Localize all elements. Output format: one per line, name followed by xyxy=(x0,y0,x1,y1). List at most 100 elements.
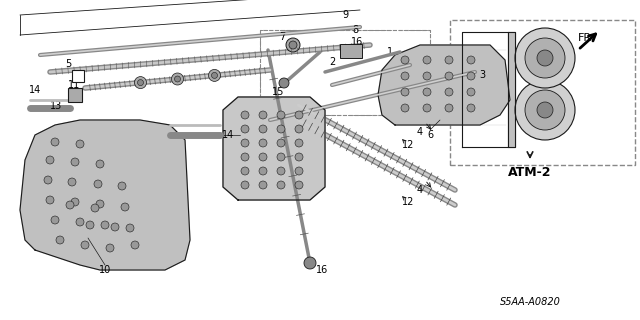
Polygon shape xyxy=(223,97,325,200)
Circle shape xyxy=(279,78,289,88)
Text: FR.: FR. xyxy=(579,33,596,43)
Circle shape xyxy=(401,88,409,96)
Circle shape xyxy=(515,28,575,88)
Circle shape xyxy=(423,88,431,96)
Circle shape xyxy=(259,111,267,119)
Text: 14: 14 xyxy=(222,130,234,140)
Circle shape xyxy=(467,56,475,64)
Circle shape xyxy=(277,167,285,175)
Circle shape xyxy=(241,153,249,161)
Text: 15: 15 xyxy=(272,87,284,97)
Circle shape xyxy=(209,69,221,81)
Circle shape xyxy=(138,80,143,86)
Text: 9: 9 xyxy=(342,10,348,20)
Circle shape xyxy=(96,160,104,168)
Bar xyxy=(450,20,635,165)
Circle shape xyxy=(175,76,180,82)
Circle shape xyxy=(445,72,453,80)
Text: 11: 11 xyxy=(68,80,80,90)
Circle shape xyxy=(68,178,76,186)
Circle shape xyxy=(241,125,249,133)
Text: 4: 4 xyxy=(417,185,423,195)
Circle shape xyxy=(467,104,475,112)
Circle shape xyxy=(66,201,74,209)
Text: 12: 12 xyxy=(402,197,414,207)
Text: 2: 2 xyxy=(329,57,335,67)
Circle shape xyxy=(94,180,102,188)
Text: 5: 5 xyxy=(65,59,71,69)
Circle shape xyxy=(241,167,249,175)
Circle shape xyxy=(289,41,297,49)
Circle shape xyxy=(126,224,134,232)
Text: 1: 1 xyxy=(387,47,393,57)
Circle shape xyxy=(304,257,316,269)
Text: 16: 16 xyxy=(316,265,328,275)
Circle shape xyxy=(295,153,303,161)
Circle shape xyxy=(56,236,64,244)
Circle shape xyxy=(401,104,409,112)
Circle shape xyxy=(277,111,285,119)
Circle shape xyxy=(106,244,114,252)
Circle shape xyxy=(445,104,453,112)
Circle shape xyxy=(86,221,94,229)
Text: 10: 10 xyxy=(99,265,111,275)
Circle shape xyxy=(241,139,249,147)
Circle shape xyxy=(46,196,54,204)
Circle shape xyxy=(423,104,431,112)
Circle shape xyxy=(111,223,119,231)
Text: 8: 8 xyxy=(352,25,358,35)
Text: 4: 4 xyxy=(417,127,423,137)
Circle shape xyxy=(241,181,249,189)
Circle shape xyxy=(121,203,129,211)
Circle shape xyxy=(423,56,431,64)
Text: ATM-2: ATM-2 xyxy=(508,165,552,179)
Circle shape xyxy=(96,200,104,208)
Text: S5AA-A0820: S5AA-A0820 xyxy=(500,297,561,307)
Bar xyxy=(72,70,84,82)
Circle shape xyxy=(51,216,59,224)
Text: 12: 12 xyxy=(402,140,414,150)
Circle shape xyxy=(134,76,147,89)
Circle shape xyxy=(295,181,303,189)
Circle shape xyxy=(259,139,267,147)
Text: 14: 14 xyxy=(29,85,41,95)
Circle shape xyxy=(259,125,267,133)
Circle shape xyxy=(467,72,475,80)
Circle shape xyxy=(295,139,303,147)
Text: 13: 13 xyxy=(50,101,62,111)
Circle shape xyxy=(81,241,89,249)
Text: 6: 6 xyxy=(427,130,433,140)
Text: 3: 3 xyxy=(479,70,485,80)
Circle shape xyxy=(401,56,409,64)
Circle shape xyxy=(286,38,300,52)
Circle shape xyxy=(44,176,52,184)
Circle shape xyxy=(537,50,553,66)
Circle shape xyxy=(71,158,79,166)
Polygon shape xyxy=(378,45,510,125)
Circle shape xyxy=(71,198,79,206)
Circle shape xyxy=(295,167,303,175)
Circle shape xyxy=(525,38,565,78)
Polygon shape xyxy=(20,120,190,270)
Circle shape xyxy=(277,153,285,161)
Circle shape xyxy=(172,73,184,85)
Circle shape xyxy=(423,72,431,80)
Circle shape xyxy=(537,102,553,118)
Text: 16: 16 xyxy=(351,37,363,47)
Circle shape xyxy=(295,111,303,119)
Circle shape xyxy=(131,241,139,249)
Circle shape xyxy=(259,153,267,161)
Circle shape xyxy=(277,139,285,147)
Circle shape xyxy=(445,88,453,96)
Polygon shape xyxy=(508,32,515,147)
Circle shape xyxy=(118,182,126,190)
Circle shape xyxy=(401,72,409,80)
Circle shape xyxy=(101,221,109,229)
Circle shape xyxy=(515,80,575,140)
Circle shape xyxy=(277,125,285,133)
Text: 7: 7 xyxy=(279,32,285,42)
Circle shape xyxy=(51,138,59,146)
Circle shape xyxy=(76,218,84,226)
Circle shape xyxy=(295,125,303,133)
Bar xyxy=(340,44,362,58)
